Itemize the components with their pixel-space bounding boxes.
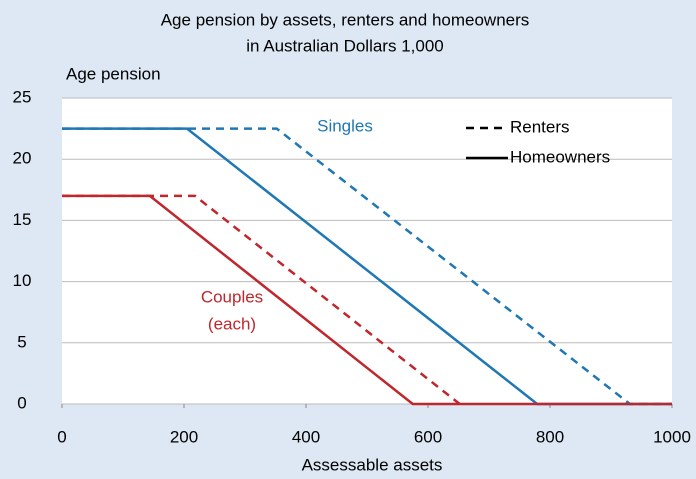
x-tick-label: 600 (414, 427, 442, 446)
series-annotation: (each) (208, 314, 256, 333)
chart-title: in Australian Dollars 1,000 (246, 36, 444, 55)
line-series (62, 194, 672, 406)
x-tick-label: 800 (536, 427, 564, 446)
line-series (62, 127, 672, 406)
x-tick-label: 1000 (653, 427, 691, 446)
legend-label: Homeowners (510, 147, 610, 166)
y-tick-label: 0 (17, 393, 26, 412)
legend-label: Renters (510, 117, 570, 136)
series-annotation: Couples (201, 287, 263, 306)
chart-title: Age pension by assets, renters and homeo… (161, 10, 530, 29)
x-tick-label: 400 (292, 427, 320, 446)
series-annotation: Singles (317, 116, 373, 135)
x-tick-label: 200 (170, 427, 198, 446)
y-tick-label: 10 (13, 271, 32, 290)
plot-area (62, 98, 672, 404)
y-tick-label: 20 (13, 149, 32, 168)
y-tick-label: 25 (13, 87, 32, 106)
y-tick-label: 5 (17, 332, 26, 351)
y-axis-label: Age pension (66, 64, 161, 83)
y-tick-label: 15 (13, 210, 32, 229)
x-axis-label: Assessable assets (302, 455, 443, 474)
x-tick-label: 0 (57, 427, 66, 446)
